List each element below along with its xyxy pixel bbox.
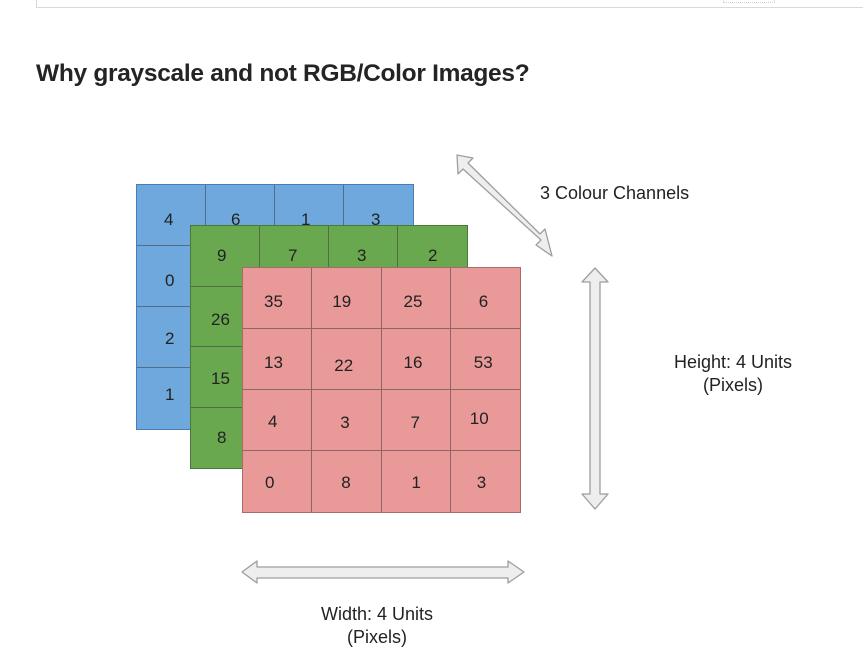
red-cell-value: 6 — [478, 292, 489, 311]
red-cell-value: 35 — [264, 292, 283, 311]
channels-label: 3 Colour Channels — [540, 183, 690, 203]
red-cell-value: 19 — [332, 292, 352, 311]
red-cell-value: 25 — [403, 292, 423, 311]
width-label: Width: 4 Units (Pixels) — [312, 603, 442, 649]
height-label: Height: 4 Units (Pixels) — [668, 351, 798, 397]
red-cell-value: 7 — [410, 413, 420, 432]
red-cell-value: 10 — [469, 409, 489, 428]
red-cell: 53 — [450, 329, 520, 390]
red-cell: 6 — [450, 268, 520, 329]
height-label-line2: (Pixels) — [702, 375, 763, 395]
blue-cell-value: 1 — [301, 210, 311, 229]
red-cell: 3 — [451, 451, 520, 512]
section-heading: Why grayscale and not RGB/Color Images? — [36, 60, 530, 87]
blue-cell-value: 3 — [371, 210, 381, 229]
red-cell-value: 4 — [268, 412, 278, 431]
red-cell: 19 — [312, 268, 382, 329]
blue-cell-value: 4 — [164, 210, 174, 229]
red-cell: 35 — [243, 268, 313, 329]
blue-cell: 4 — [137, 185, 206, 246]
red-cell: 22 — [312, 329, 382, 390]
green-cell: 9 — [191, 226, 260, 287]
red-cell-value: 0 — [265, 473, 275, 492]
width-label-line2: (Pixels) — [346, 627, 407, 647]
red-cell-value: 13 — [264, 353, 283, 372]
green-cell-value: 26 — [211, 309, 230, 329]
frame-tab — [723, 0, 775, 3]
green-cell-value: 8 — [217, 427, 227, 447]
red-cell: 3 — [312, 390, 382, 451]
green-cell-value: 9 — [217, 246, 227, 265]
previous-content-frame — [36, 0, 863, 8]
height-label-line1: Height: 4 Units — [673, 352, 793, 372]
red-cell: 25 — [381, 268, 451, 329]
green-cell-value: 3 — [357, 246, 367, 265]
red-cell: 8 — [312, 451, 382, 512]
red-cell-value: 8 — [341, 473, 351, 492]
red-cell-value: 16 — [403, 353, 423, 372]
channels-arrow-icon — [456, 154, 553, 257]
blue-cell-value: 2 — [165, 329, 175, 348]
red-cell: 1 — [382, 451, 451, 512]
red-cell-value: 3 — [476, 473, 487, 492]
width-label-line1: Width: 4 Units — [320, 604, 434, 624]
green-cell-value: 7 — [288, 246, 298, 265]
green-cell-value: 2 — [428, 246, 438, 265]
red-cell: 10 — [450, 390, 520, 451]
green-cell-value: 15 — [211, 369, 230, 388]
red-cell-value: 1 — [411, 473, 421, 492]
red-cell: 13 — [243, 329, 313, 390]
red-cell: 0 — [243, 451, 313, 512]
blue-cell-value: 0 — [165, 271, 175, 290]
red-channel-grid: 35 19 25 6 13 22 16 53 4 3 7 10 0 8 1 3 — [242, 267, 521, 513]
red-cell-value: 53 — [473, 353, 493, 372]
blue-cell-value: 1 — [165, 385, 175, 404]
red-cell-value: 3 — [340, 413, 350, 432]
red-cell: 16 — [381, 329, 451, 390]
height-arrow-icon — [581, 267, 609, 510]
width-arrow-icon — [241, 560, 525, 584]
red-cell: 4 — [243, 390, 313, 451]
red-cell-value: 22 — [334, 356, 354, 375]
red-cell: 7 — [381, 390, 451, 451]
blue-cell-value: 6 — [231, 210, 241, 229]
